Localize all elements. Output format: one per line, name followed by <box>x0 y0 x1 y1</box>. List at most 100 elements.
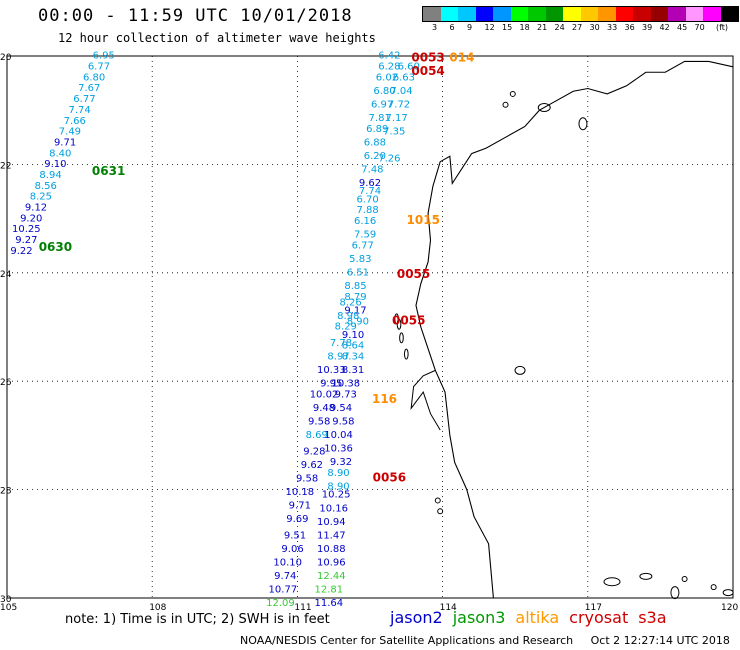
swh-label: 6.77 <box>352 240 374 251</box>
swh-label: 7.48 <box>361 165 383 176</box>
lon-tick-label: 105 <box>0 603 17 613</box>
swh-label: 8.94 <box>39 170 61 181</box>
island-shape <box>681 576 688 583</box>
swh-label: 6.70 <box>356 194 378 205</box>
lake-shape <box>514 365 526 375</box>
legend-item-altika: altika <box>515 608 560 627</box>
swh-label: 12.44 <box>317 571 346 582</box>
island-shape <box>394 313 399 325</box>
swh-label: 8.26 <box>340 297 362 308</box>
swh-label: 8.69 <box>306 430 328 441</box>
swh-label: 8.97 <box>327 352 349 363</box>
swh-label: 10.16 <box>319 503 348 514</box>
lon-tick-label: 108 <box>149 603 166 613</box>
colorbar-swatch <box>720 7 738 21</box>
swh-label: 10.38 <box>331 379 360 390</box>
swh-label: 9.62 <box>359 178 381 189</box>
swh-label: 7.74 <box>68 105 90 116</box>
colorbar-swatch <box>493 7 511 21</box>
swh-label: 10.88 <box>317 544 346 555</box>
legend-item-cryosat: cryosat <box>569 608 629 627</box>
pass-time-label: 0055 <box>392 313 425 327</box>
swh-label: 8.85 <box>344 281 366 292</box>
swh-label: 6.42 <box>378 51 400 62</box>
lake-shape <box>578 117 588 131</box>
pass-time-label: 014 <box>449 50 474 64</box>
swh-label: 10.33 <box>317 365 346 376</box>
swh-label: 9.22 <box>10 246 32 257</box>
swh-label: 9.20 <box>20 213 42 224</box>
lat-tick-label: 26 <box>0 378 12 388</box>
swh-label: 8.98 <box>337 311 359 322</box>
colorbar-tick-label: 33 <box>607 23 618 32</box>
colorbar-tick-label: 36 <box>624 23 635 32</box>
colorbar-swatch <box>440 7 458 21</box>
swh-label: 7.67 <box>78 83 100 94</box>
lake-shape <box>722 589 734 597</box>
swh-label: 7.59 <box>354 230 376 241</box>
satellite-legend: jason2 jason3 altika cryosat s3a <box>390 608 677 627</box>
wave-height-colorbar <box>422 6 739 22</box>
swh-label: 9.74 <box>274 571 296 582</box>
swh-label: 6.77 <box>73 94 95 105</box>
swh-label: 8.31 <box>342 365 364 376</box>
swh-label: 12.81 <box>315 585 344 596</box>
map-title: 00:00 - 11:59 UTC 10/01/2018 <box>38 6 353 26</box>
swh-label: 6.88 <box>364 137 386 148</box>
swh-label: 7.17 <box>385 113 407 124</box>
swh-label: 6.02 <box>376 72 398 83</box>
coastline <box>415 60 734 599</box>
legend-item-jason2: jason2 <box>390 608 443 627</box>
swh-label: 10.10 <box>273 557 302 568</box>
colorbar-tick-label: 45 <box>677 23 688 32</box>
colorbar-swatch <box>510 7 528 21</box>
swh-label: 10.25 <box>12 224 41 235</box>
map-subtitle: 12 hour collection of altimeter wave hei… <box>58 31 376 45</box>
swh-label: 6.16 <box>354 216 376 227</box>
swh-label: 9.69 <box>286 514 308 525</box>
colorbar-swatch <box>703 7 721 21</box>
swh-label: 10.02 <box>310 389 339 400</box>
swh-label: 10.25 <box>322 490 351 501</box>
colorbar-swatch <box>650 7 668 21</box>
swh-label: 11.47 <box>317 530 346 541</box>
colorbar-swatch <box>528 7 546 21</box>
colorbar-tick-label: 39 <box>642 23 653 32</box>
lon-tick-label: 114 <box>440 603 457 613</box>
colorbar-tick-label: 30 <box>589 23 600 32</box>
legend-item-jason3: jason3 <box>452 608 506 627</box>
swh-label: 9.71 <box>54 137 76 148</box>
island-shape <box>399 332 404 344</box>
swh-label: 7.35 <box>383 127 405 138</box>
lake-shape <box>670 586 680 600</box>
swh-label: 8.56 <box>35 181 57 192</box>
swh-label: 7.49 <box>59 127 81 138</box>
swh-label: 7.72 <box>388 99 410 110</box>
colorbar-tick-label: 12 <box>484 23 495 32</box>
swh-label: 9.10 <box>342 330 364 341</box>
swh-label: 9.28 <box>303 446 325 457</box>
swh-label: 10.36 <box>324 444 353 455</box>
lon-tick-label: 117 <box>585 603 602 613</box>
swh-label: 8.79 <box>344 292 366 303</box>
pass-time-label: 0056 <box>373 470 406 484</box>
generation-timestamp: Oct 2 12:27:14 UTC 2018 <box>590 634 730 647</box>
swh-label: 6.80 <box>83 72 105 83</box>
swh-label: 10.94 <box>317 517 346 528</box>
pass-time-label: 0631 <box>92 164 125 178</box>
pass-time-label: 116 <box>372 392 397 406</box>
swh-label: 9.51 <box>284 530 306 541</box>
swh-label: 10.04 <box>324 430 353 441</box>
colorbar-tick-label: 27 <box>572 23 583 32</box>
swh-label: 8.90 <box>327 482 349 493</box>
map-frame <box>6 55 734 599</box>
lon-tick-label: 120 <box>721 603 738 613</box>
swh-label: 10.96 <box>317 557 346 568</box>
credit-text: NOAA/NESDIS Center for Satellite Applica… <box>240 634 574 647</box>
swh-label: 6.28 <box>378 62 400 73</box>
swh-label: 9.48 <box>313 403 335 414</box>
lat-tick-label: 30 <box>0 595 12 605</box>
swh-label: 7.81 <box>369 113 391 124</box>
pass-time-label: 0630 <box>39 240 72 254</box>
